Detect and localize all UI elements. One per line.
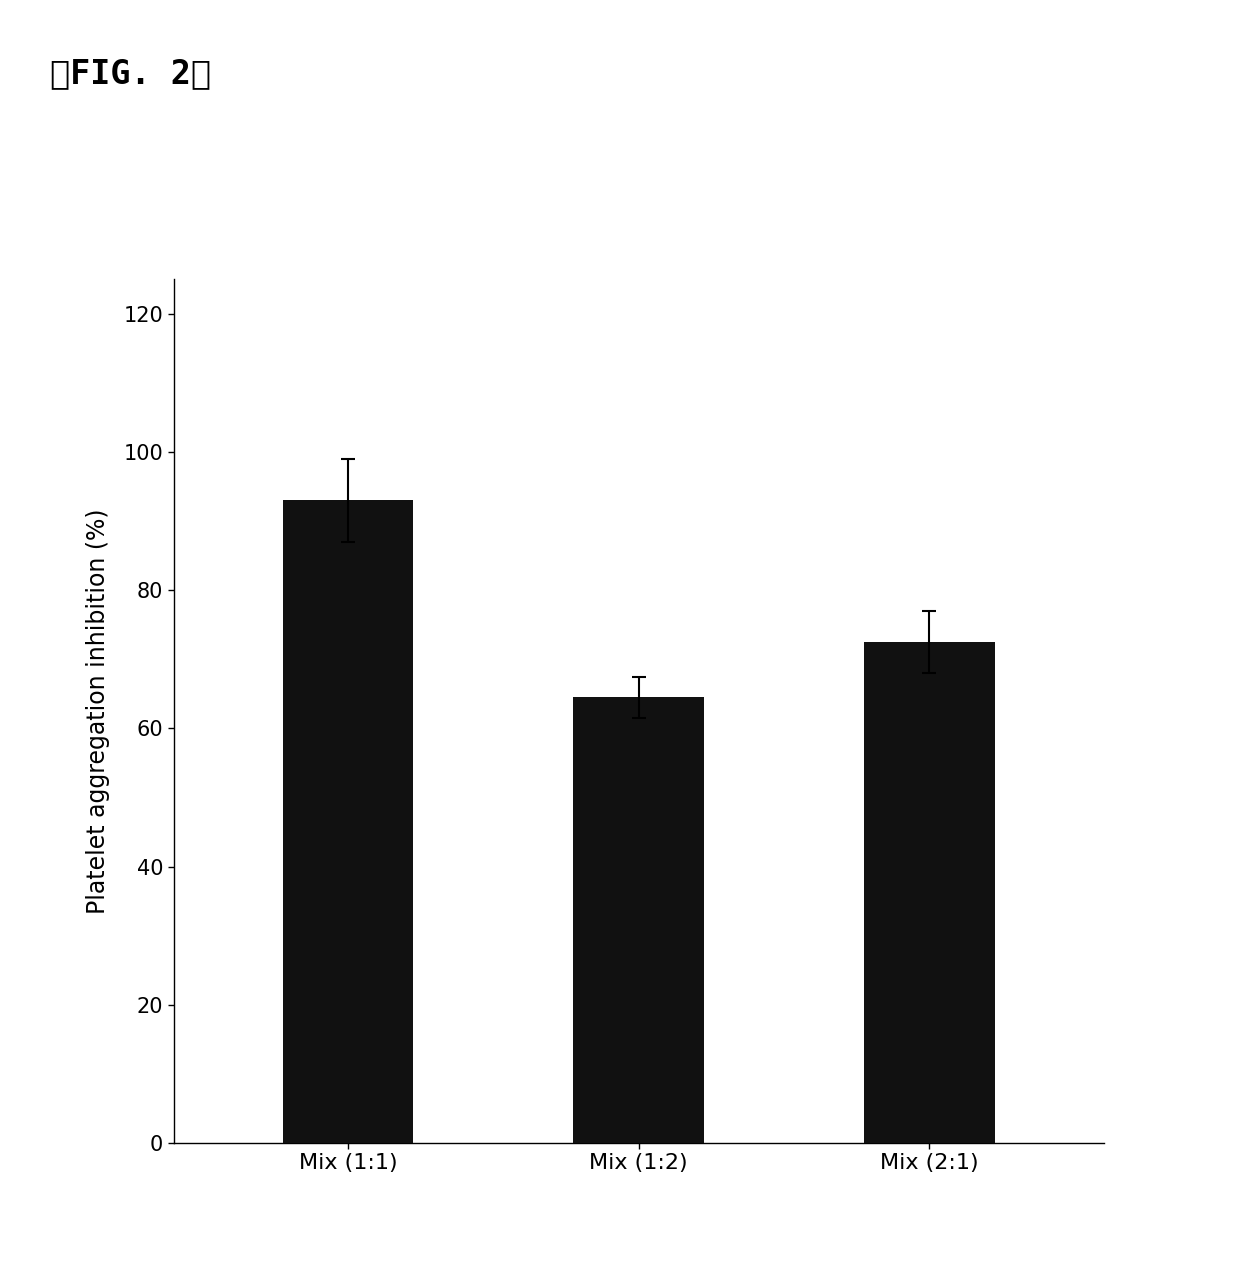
Bar xyxy=(864,643,994,1143)
Text: 【FIG. 2】: 【FIG. 2】 xyxy=(50,57,211,90)
Y-axis label: Platelet aggregation inhibition (%): Platelet aggregation inhibition (%) xyxy=(86,508,109,914)
Bar xyxy=(573,697,704,1143)
Bar xyxy=(283,500,413,1143)
